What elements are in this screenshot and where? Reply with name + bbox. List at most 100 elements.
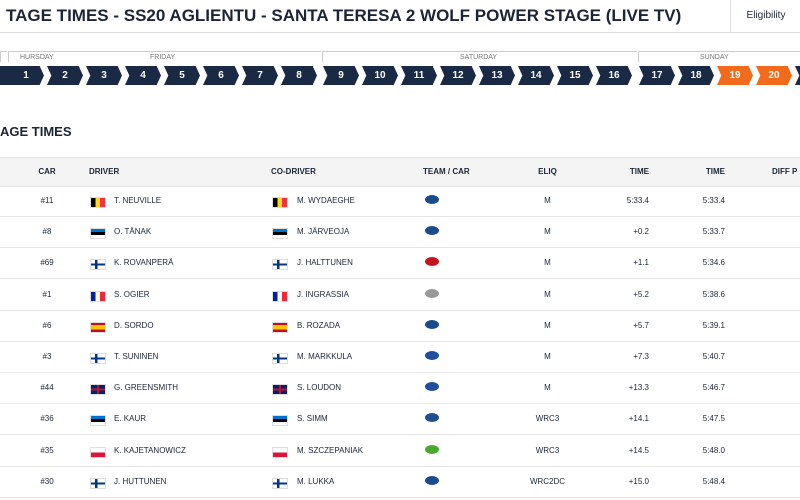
car-number: #6 [42,320,52,330]
eligibility-button[interactable]: Eligibility [730,0,800,33]
co-driver-name[interactable]: M. JÄRVEOJA [297,227,350,237]
co-driver-name[interactable]: M. MARKKULA [297,352,353,361]
co-driver-flag [272,353,288,364]
car-number: #8 [42,227,52,237]
header-divider [0,32,730,33]
driver-name[interactable]: D. SORDO [114,320,154,330]
stage-tab[interactable]: 19 [717,66,753,85]
time: 5:47.5 [702,414,725,424]
team-logo [425,226,439,236]
eliq: M [544,258,551,268]
driver-name[interactable]: E. KAUR [114,414,147,424]
diff: +13.3 [628,383,649,393]
column-header: DRIVER [89,167,120,176]
diff: +1.1 [633,258,649,268]
diff: 5:33.4 [626,196,649,205]
team-logo [425,257,439,267]
row-divider [0,216,800,217]
row-divider [0,372,800,373]
section-title: AGE TIMES [0,124,72,139]
stage-tab[interactable]: 20 [756,66,792,85]
co-driver-flag [272,321,288,333]
stage-tab[interactable]: 14 [518,66,554,85]
stage-tab[interactable]: 18 [678,66,714,85]
co-driver-name[interactable]: J. INGRASSIA [297,289,350,299]
column-header: DIFF P [772,167,798,176]
stage-tab[interactable]: 1 [8,66,44,85]
driver-flag [90,446,106,458]
driver-flag [90,321,106,333]
stage-tab[interactable]: 17 [639,66,675,85]
co-driver-flag [272,228,288,240]
column-header: TIME [629,167,649,176]
team-logo [425,351,439,360]
driver-flag [90,415,106,427]
row-divider [0,465,800,467]
driver-name[interactable]: T. NEUVILLE [114,196,162,205]
row-divider [0,247,800,249]
stage-tab[interactable]: 9 [323,66,359,85]
stage-tab[interactable]: 6 [203,66,239,85]
day-range [322,51,637,62]
car-number: #36 [40,414,54,424]
time: 5:38.6 [702,289,725,299]
stage-tab[interactable]: 2 [47,66,83,85]
team-logo [425,475,439,485]
driver-name[interactable]: S. OGIER [114,289,150,299]
stage-tab[interactable]: 5 [164,66,200,85]
stage-tab[interactable]: 7 [242,66,278,85]
co-driver-flag [272,446,288,458]
time: 5:34.6 [702,258,725,268]
diff: +14.1 [628,414,649,424]
co-driver-name[interactable]: S. SIMM [297,414,328,424]
column-header: CO-DRIVER [271,167,316,176]
car-number: #44 [40,383,54,393]
diff: +7.3 [633,352,649,361]
co-driver-name[interactable]: M. WYDAEGHE [297,196,355,205]
car-number: #69 [40,258,54,268]
driver-flag [90,197,106,208]
eliq: WRC3 [535,445,560,455]
diff: +15.0 [628,476,649,486]
stage-tab [795,66,800,85]
co-driver-name[interactable]: M. SZCZEPANIAK [297,445,364,455]
team-logo [425,288,439,298]
column-header: TEAM / CAR [423,167,470,176]
column-header: CAR [38,167,56,176]
driver-flag [90,353,106,364]
driver-name[interactable]: O. TÄNAK [114,227,152,237]
diff: +5.7 [633,320,649,330]
co-driver-name[interactable]: B. ROZADA [297,320,341,330]
co-driver-name[interactable]: S. LOUDON [297,383,342,393]
car-number: #1 [42,289,52,299]
row-divider [0,496,800,498]
stage-tab[interactable]: 13 [479,66,515,85]
co-driver-name[interactable]: M. LUKKA [297,476,335,486]
stage-tab[interactable]: 3 [86,66,122,85]
team-logo [425,413,439,423]
diff: +14.5 [628,445,649,455]
stage-tab[interactable]: 12 [440,66,476,85]
co-driver-name[interactable]: J. HALTTUNEN [297,258,353,268]
stage-tab[interactable]: 4 [125,66,161,85]
stage-tab[interactable]: 15 [557,66,593,85]
co-driver-flag [272,197,288,208]
day-label: SUNDAY [700,54,729,61]
driver-name[interactable]: K. KAJETANOWICZ [114,445,186,455]
day-range [0,51,7,62]
day-range [638,51,800,62]
driver-flag [90,228,106,240]
driver-name[interactable]: G. GREENSMITH [114,383,179,393]
driver-name[interactable]: J. HUTTUNEN [114,476,167,486]
page-title: TAGE TIMES - SS20 AGLIENTU - SANTA TERES… [6,6,682,25]
driver-name[interactable]: K. ROVANPERÄ [114,258,174,268]
stage-tab[interactable]: 10 [362,66,398,85]
stage-tab[interactable]: 11 [401,66,437,85]
eliq: M [544,196,551,205]
driver-name[interactable]: T. SUNINEN [114,352,159,361]
co-driver-flag [272,384,288,396]
stage-tab[interactable]: 8 [281,66,317,85]
stage-tab[interactable]: 16 [596,66,632,85]
co-driver-flag [272,415,288,427]
